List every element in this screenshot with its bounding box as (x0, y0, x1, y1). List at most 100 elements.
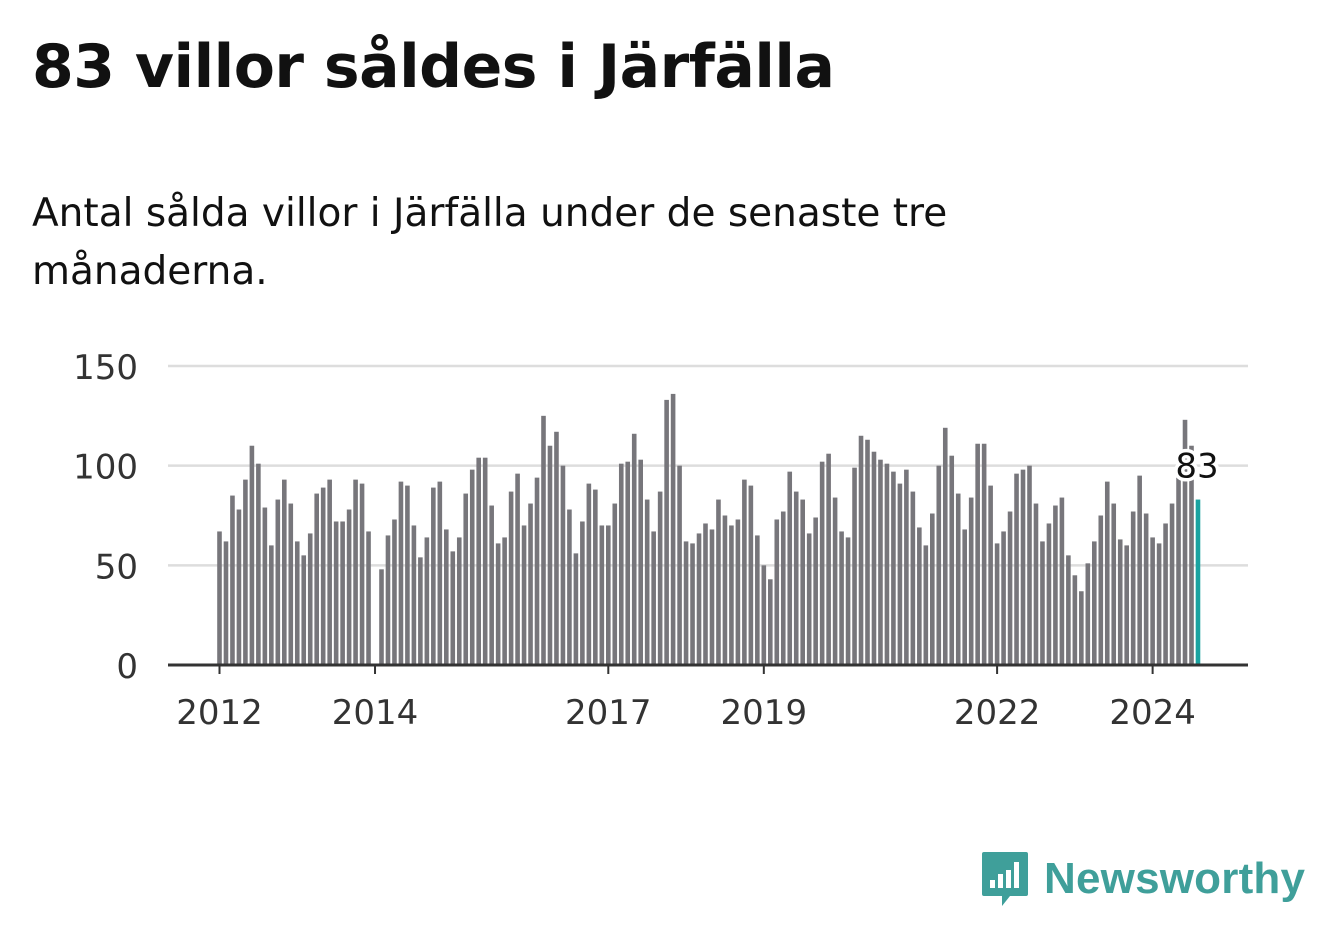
bar (871, 451, 877, 665)
x-tick-label: 2017 (565, 693, 652, 733)
bar (800, 499, 805, 665)
bar (1130, 511, 1136, 665)
bar (307, 533, 313, 665)
bar (327, 479, 332, 665)
y-tick-label: 0 (116, 647, 138, 687)
bar (269, 545, 274, 665)
newsworthy-brand[interactable]: Newsworthy (980, 850, 1305, 908)
x-tick-label: 2024 (1109, 693, 1196, 733)
bar (508, 491, 514, 665)
bar (502, 537, 507, 665)
bar (813, 517, 818, 665)
bar (930, 513, 935, 665)
x-tick-label: 2014 (332, 693, 419, 733)
bar (320, 487, 326, 665)
bar (450, 551, 456, 665)
bar (761, 565, 767, 665)
bar (1046, 523, 1052, 665)
bar (865, 439, 870, 665)
bar (463, 493, 469, 665)
bar (1066, 555, 1071, 665)
bar (482, 457, 488, 665)
bar (878, 459, 883, 665)
bar (819, 461, 825, 665)
bar (858, 435, 864, 665)
bar (1020, 469, 1026, 665)
bar (975, 443, 980, 665)
bar (845, 537, 851, 665)
bar (528, 503, 533, 665)
bar (1092, 541, 1097, 665)
bar (651, 531, 656, 665)
bar (560, 465, 566, 665)
brand-name: Newsworthy (1044, 854, 1306, 903)
bar (716, 499, 721, 665)
bar (1014, 473, 1019, 665)
bar (340, 521, 345, 665)
bar (353, 479, 358, 665)
bar (424, 537, 430, 665)
bar (547, 445, 553, 665)
bar (385, 535, 391, 665)
bar (275, 499, 281, 665)
bar (256, 463, 261, 665)
x-tick-label: 2019 (721, 693, 808, 733)
bar (1176, 477, 1181, 665)
bar (495, 543, 501, 665)
newsworthy-logo-icon (982, 852, 1028, 906)
bar (230, 495, 235, 665)
bar (826, 453, 831, 665)
bar (282, 479, 287, 665)
bar (1085, 563, 1091, 665)
y-tick-label: 50 (95, 547, 138, 587)
bar (398, 481, 404, 665)
bar (806, 533, 812, 665)
bar (729, 525, 734, 665)
bar (677, 465, 682, 665)
bar (1143, 513, 1149, 665)
bar (1072, 575, 1078, 665)
bar (1124, 545, 1129, 665)
y-tick-label: 100 (73, 448, 138, 488)
bar (690, 543, 695, 665)
bar (1169, 503, 1175, 665)
bar (962, 529, 967, 665)
bar (657, 491, 663, 665)
bar (262, 507, 268, 665)
bar (593, 489, 598, 665)
bar (1001, 531, 1006, 665)
bar (884, 463, 890, 665)
bar (709, 529, 715, 665)
bar (1182, 419, 1188, 665)
bar (612, 503, 618, 665)
bar (1189, 445, 1194, 665)
bar (955, 493, 961, 665)
bar (223, 541, 229, 665)
highlight-bar (1195, 499, 1201, 665)
x-tick-label: 2022 (954, 693, 1041, 733)
bar (521, 525, 527, 665)
bar (696, 533, 702, 665)
bar (631, 433, 637, 665)
bar (625, 461, 631, 665)
bar (489, 505, 494, 665)
bar (852, 467, 857, 665)
bar (534, 477, 540, 665)
bar (981, 443, 987, 665)
bar (1027, 465, 1032, 665)
bar (1053, 505, 1058, 665)
bar (476, 457, 481, 665)
chart-subtitle: Antal sålda villor i Järfälla under de s… (32, 191, 948, 294)
bar (793, 491, 799, 665)
bar (1156, 543, 1162, 665)
bar (618, 463, 624, 665)
bar (554, 431, 559, 665)
bar (586, 483, 592, 665)
bar (294, 541, 300, 665)
bar (606, 525, 611, 665)
bar (891, 471, 896, 665)
bar (644, 499, 650, 665)
bar (832, 497, 838, 665)
bar (968, 497, 974, 665)
